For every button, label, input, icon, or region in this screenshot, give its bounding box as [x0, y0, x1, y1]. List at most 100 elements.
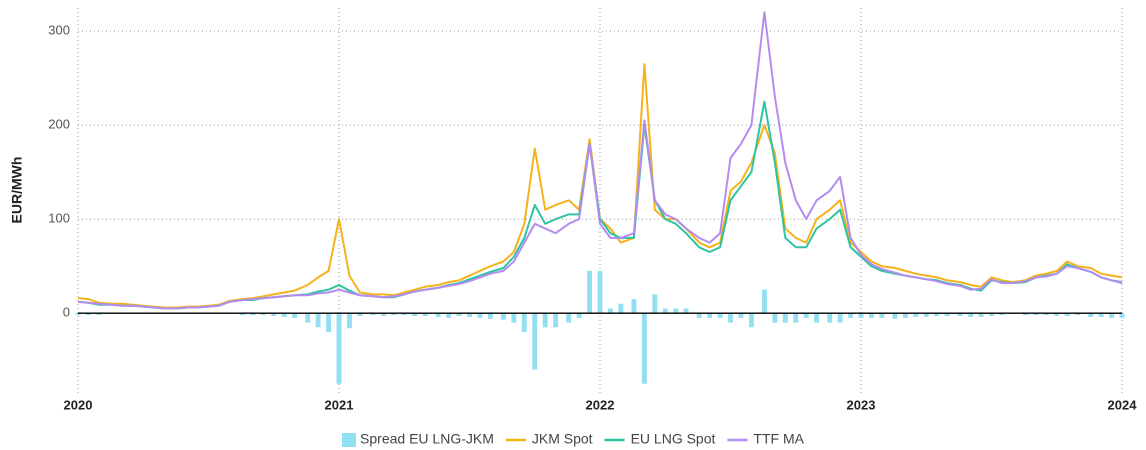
spread-bar: [782, 313, 788, 323]
spread-bar: [803, 313, 809, 318]
spread-bar: [673, 308, 679, 314]
x-tick-label: 2021: [325, 397, 354, 412]
spread-bar: [467, 313, 472, 317]
legend-label: JKM Spot: [532, 431, 593, 447]
spread-bar: [346, 313, 352, 329]
spread-bar: [999, 313, 1005, 316]
spread-bar: [728, 313, 733, 323]
y-tick-label: 200: [48, 117, 70, 132]
spread-bar: [892, 313, 898, 319]
spread-bar: [717, 313, 723, 318]
spread-bar: [576, 313, 582, 318]
spread-bar: [1119, 313, 1125, 318]
legend-swatch: [342, 433, 357, 447]
spread-bar: [477, 313, 483, 318]
x-tick-label: 2022: [586, 397, 615, 412]
spread-bar: [487, 313, 493, 319]
spread-bar: [696, 313, 702, 318]
spread-bar: [772, 313, 778, 323]
spread-bar: [902, 313, 908, 318]
spread-bar: [978, 313, 984, 317]
spread-bar: [239, 313, 245, 316]
spread-bar: [446, 313, 452, 318]
spread-bar: [1054, 313, 1060, 316]
spread-bar: [607, 308, 613, 314]
spread-bar: [587, 270, 593, 314]
spread-bar: [761, 289, 767, 314]
spread-bar: [500, 313, 506, 320]
spread-bar: [641, 313, 647, 384]
spread-bar: [913, 313, 919, 317]
spread-bar: [566, 313, 572, 323]
spread-bar: [879, 313, 885, 318]
spread-bar: [837, 313, 843, 323]
spread-bar: [412, 313, 418, 316]
spread-bar: [923, 313, 929, 317]
spread-bar: [662, 308, 668, 314]
spread-bar: [793, 313, 799, 323]
spread-bar: [1043, 313, 1049, 316]
y-tick-label: 300: [48, 22, 70, 37]
spread-bar: [326, 313, 332, 332]
spread-bar: [532, 313, 538, 370]
spread-bar: [957, 313, 963, 316]
spread-bar: [1022, 313, 1028, 316]
spread-bar: [868, 313, 874, 318]
spread-bar: [422, 313, 428, 316]
x-tick-label: 2020: [64, 397, 93, 412]
spread-bar: [315, 313, 321, 328]
spread-bar: [357, 313, 363, 316]
spread-bar: [250, 313, 256, 316]
spread-bar: [1088, 313, 1094, 317]
spread-bar: [281, 313, 287, 317]
spread-bar: [1064, 313, 1070, 316]
spread-bar: [305, 313, 311, 323]
x-tick-label: 2024: [1108, 397, 1138, 412]
spread-bar: [401, 313, 407, 316]
spread-bar: [271, 313, 277, 316]
legend-label: EU LNG Spot: [631, 431, 716, 447]
legend-label: Spread EU LNG-JKM: [360, 431, 494, 447]
spread-bar: [683, 308, 689, 314]
spread-bar: [391, 313, 397, 316]
spread-bar: [521, 313, 527, 332]
y-tick-label: 100: [48, 211, 70, 226]
spread-bar: [1098, 313, 1104, 317]
y-axis-label: EUR/MWh: [9, 157, 25, 224]
spread-bar: [858, 313, 864, 318]
spread-bar: [1109, 313, 1115, 318]
legend-label: TTF MA: [753, 431, 804, 447]
spread-bar: [260, 313, 266, 316]
spread-bar: [631, 299, 637, 314]
spread-bar: [652, 294, 658, 314]
spread-bar: [75, 313, 81, 316]
series-line: [77, 11, 1123, 310]
spread-bar: [748, 313, 754, 328]
spread-bar: [85, 313, 91, 316]
spread-bar: [848, 313, 854, 318]
spread-bar: [618, 303, 624, 314]
y-tick-label: 0: [63, 305, 70, 320]
spread-bar: [1033, 313, 1039, 316]
spread-bar: [597, 270, 603, 314]
spread-bar: [738, 313, 744, 318]
spread-bar: [542, 313, 548, 328]
spread-bar: [934, 313, 940, 316]
spread-bar: [336, 313, 342, 384]
spread-bar: [370, 313, 376, 316]
spread-bar: [814, 313, 820, 323]
spread-bar: [380, 313, 386, 316]
spread-bar: [989, 313, 994, 316]
spread-bar: [456, 313, 462, 316]
x-tick-label: 2023: [847, 397, 876, 412]
spread-bar: [96, 313, 102, 316]
spread-bar: [292, 313, 298, 318]
spread-bar: [968, 313, 974, 317]
spread-bar: [511, 313, 517, 323]
spread-bar: [1075, 313, 1081, 316]
spread-bar: [944, 313, 950, 316]
spread-bar: [827, 313, 833, 323]
spread-bar: [707, 313, 713, 318]
spread-bar: [553, 313, 559, 328]
